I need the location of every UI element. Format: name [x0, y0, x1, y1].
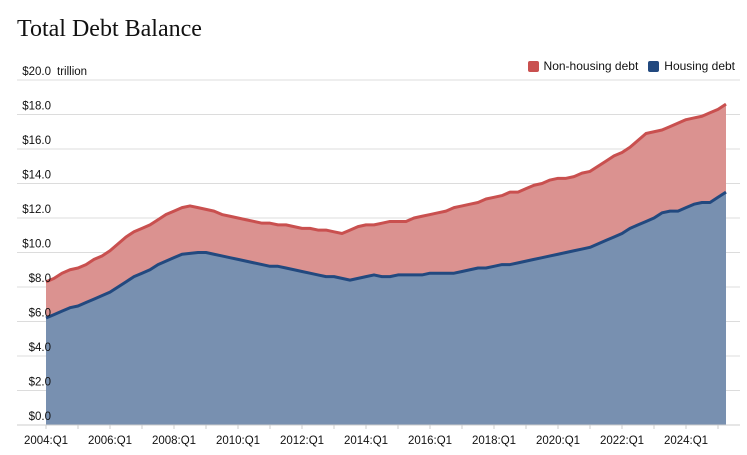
legend: Non-housing debt Housing debt — [527, 59, 735, 73]
y-tick-label: $18.0 — [22, 101, 51, 113]
y-tick-label: $16.0 — [22, 135, 51, 147]
y-tick-label: $8.0 — [29, 273, 51, 285]
x-tick-label: 2014:Q1 — [344, 435, 388, 447]
y-tick-label: $10.0 — [22, 239, 51, 251]
x-tick-label: 2008:Q1 — [152, 435, 196, 447]
y-tick-label: $0.0 — [29, 411, 51, 423]
y-tick-label: $12.0 — [22, 204, 51, 216]
x-tick-label: 2006:Q1 — [88, 435, 132, 447]
x-tick-label: 2022:Q1 — [600, 435, 644, 447]
x-tick-label: 2024:Q1 — [664, 435, 708, 447]
legend-label-housing: Housing debt — [664, 59, 735, 73]
x-tick-label: 2010:Q1 — [216, 435, 260, 447]
y-unit-label: trillion — [57, 66, 87, 78]
y-tick-label: $20.0 — [22, 66, 51, 78]
line-non-housing-debt — [45, 102, 727, 284]
y-tick-label: $2.0 — [29, 377, 51, 389]
line-housing-debt — [45, 190, 727, 320]
x-tick-label: 2004:Q1 — [24, 435, 68, 447]
x-tick-label: 2012:Q1 — [280, 435, 324, 447]
legend-item-housing[interactable]: Housing debt — [648, 59, 735, 73]
legend-label-non-housing: Non-housing debt — [543, 59, 639, 73]
chart-title: Total Debt Balance — [17, 16, 202, 42]
legend-swatch-non-housing — [527, 60, 539, 72]
x-tick-label: 2016:Q1 — [408, 435, 452, 447]
area-housing-debt — [46, 192, 726, 425]
legend-swatch-housing — [648, 60, 660, 72]
y-tick-label: $4.0 — [29, 342, 51, 354]
y-tick-label: $14.0 — [22, 170, 51, 182]
y-tick-label: $6.0 — [29, 308, 51, 320]
x-tick-label: 2020:Q1 — [536, 435, 580, 447]
legend-item-non-housing[interactable]: Non-housing debt — [527, 59, 639, 73]
x-tick-label: 2018:Q1 — [472, 435, 516, 447]
